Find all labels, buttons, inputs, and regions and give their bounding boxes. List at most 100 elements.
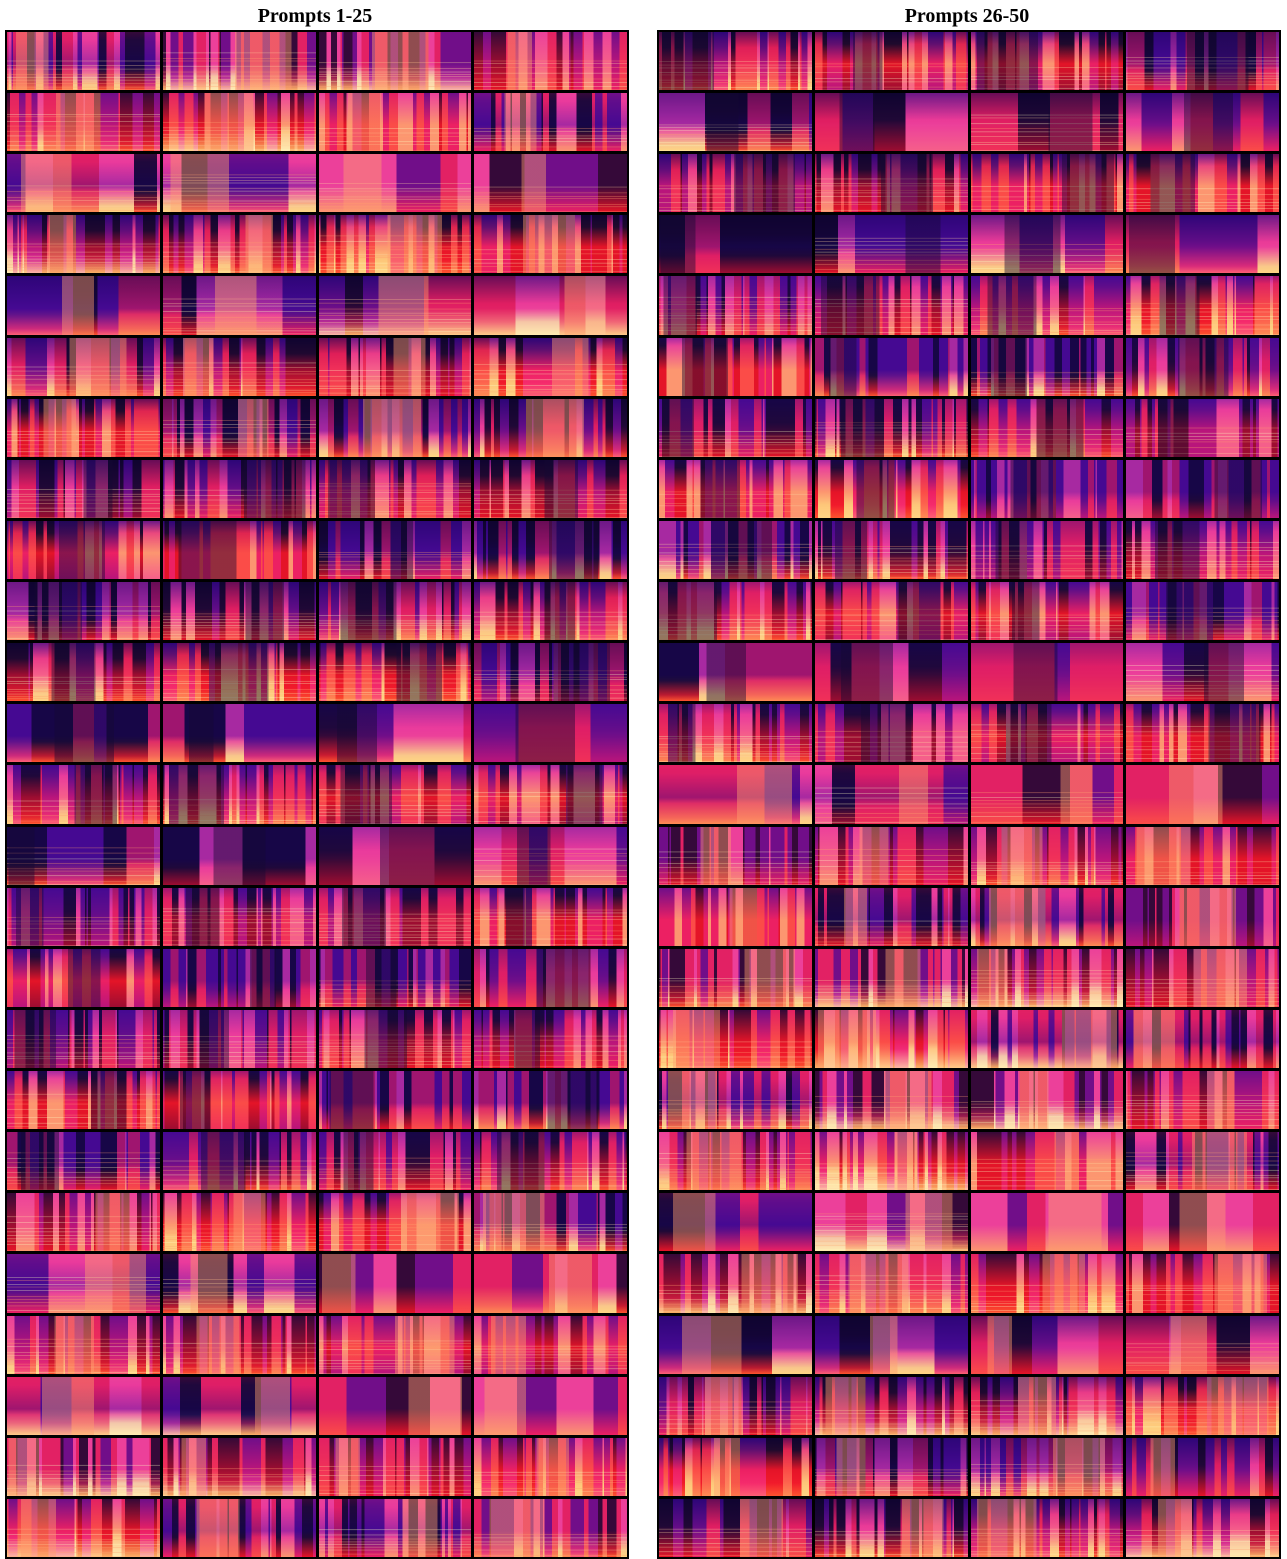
spectrogram-grid-right <box>657 30 1281 1559</box>
spectrogram-thumbnail <box>659 1254 812 1313</box>
spectrogram-thumbnail <box>474 398 627 457</box>
spectrogram-thumbnail <box>1126 1376 1279 1435</box>
spectrogram-thumbnail <box>659 1315 812 1374</box>
spectrogram-thumbnail <box>970 154 1124 213</box>
spectrogram-thumbnail <box>474 1254 627 1313</box>
spectrogram-thumbnail <box>7 32 160 91</box>
spectrogram-thumbnail <box>474 1009 627 1069</box>
spectrogram-thumbnail <box>1126 337 1279 396</box>
spectrogram-thumbnail <box>162 276 316 335</box>
spectrogram-thumbnail <box>1126 215 1279 274</box>
spectrogram-thumbnail <box>659 643 812 702</box>
spectrogram-thumbnail <box>659 398 812 457</box>
spectrogram-thumbnail <box>474 1437 627 1496</box>
spectrogram-thumbnail <box>7 1254 160 1313</box>
spectrogram-thumbnail <box>162 1009 316 1069</box>
spectrogram-thumbnail <box>814 704 968 763</box>
spectrogram-thumbnail <box>814 1009 968 1069</box>
spectrogram-thumbnail <box>814 582 968 641</box>
spectrogram-thumbnail <box>162 1254 316 1313</box>
spectrogram-thumbnail <box>970 32 1124 91</box>
spectrogram-thumbnail <box>814 154 968 213</box>
spectrogram-thumbnail <box>659 154 812 213</box>
spectrogram-thumbnail <box>970 398 1124 457</box>
spectrogram-thumbnail <box>7 276 160 335</box>
spectrogram-thumbnail <box>659 1071 812 1130</box>
spectrogram-thumbnail <box>7 1437 160 1496</box>
spectrogram-thumbnail <box>814 1254 968 1313</box>
spectrogram-thumbnail <box>162 704 316 763</box>
spectrogram-thumbnail <box>814 1315 968 1374</box>
spectrogram-thumbnail <box>970 582 1124 641</box>
spectrogram-thumbnail <box>7 459 160 518</box>
spectrogram-thumbnail <box>474 1193 627 1252</box>
spectrogram-thumbnail <box>970 1498 1124 1557</box>
spectrogram-thumbnail <box>7 398 160 457</box>
spectrogram-thumbnail <box>814 337 968 396</box>
spectrogram-thumbnail <box>474 582 627 641</box>
spectrogram-thumbnail <box>162 1315 316 1374</box>
spectrogram-thumbnail <box>659 1132 812 1191</box>
spectrogram-thumbnail <box>659 826 812 885</box>
spectrogram-thumbnail <box>474 459 627 518</box>
spectrogram-thumbnail <box>970 1437 1124 1496</box>
spectrogram-thumbnail <box>318 887 472 946</box>
spectrogram-thumbnail <box>162 643 316 702</box>
spectrogram-thumbnail <box>970 643 1124 702</box>
spectrogram-thumbnail <box>659 704 812 763</box>
spectrogram-thumbnail <box>970 887 1124 946</box>
spectrogram-thumbnail <box>474 765 627 824</box>
spectrogram-thumbnail <box>162 1132 316 1191</box>
spectrogram-thumbnail <box>474 276 627 335</box>
spectrogram-thumbnail <box>659 765 812 824</box>
spectrogram-thumbnail <box>162 948 316 1007</box>
spectrogram-thumbnail <box>970 520 1124 580</box>
spectrogram-thumbnail <box>474 1132 627 1191</box>
spectrogram-thumbnail <box>7 520 160 580</box>
spectrogram-thumbnail <box>1126 276 1279 335</box>
spectrogram-thumbnail <box>970 1071 1124 1130</box>
spectrogram-thumbnail <box>474 32 627 91</box>
spectrogram-thumbnail <box>659 337 812 396</box>
spectrogram-thumbnail <box>814 1071 968 1130</box>
spectrogram-thumbnail <box>814 826 968 885</box>
spectrogram-thumbnail <box>474 337 627 396</box>
spectrogram-thumbnail <box>162 93 316 152</box>
spectrogram-thumbnail <box>318 1437 472 1496</box>
spectrogram-thumbnail <box>474 1315 627 1374</box>
spectrogram-thumbnail <box>318 948 472 1007</box>
spectrogram-thumbnail <box>318 154 472 213</box>
spectrogram-thumbnail <box>1126 643 1279 702</box>
spectrogram-thumbnail <box>814 643 968 702</box>
spectrogram-thumbnail <box>970 93 1124 152</box>
spectrogram-thumbnail <box>659 459 812 518</box>
spectrogram-thumbnail <box>1126 826 1279 885</box>
spectrogram-thumbnail <box>7 704 160 763</box>
spectrogram-thumbnail <box>7 1193 160 1252</box>
spectrogram-thumbnail <box>970 459 1124 518</box>
spectrogram-thumbnail <box>814 1193 968 1252</box>
spectrogram-thumbnail <box>318 459 472 518</box>
spectrogram-thumbnail <box>162 215 316 274</box>
spectrogram-thumbnail <box>318 765 472 824</box>
spectrogram-thumbnail <box>1126 887 1279 946</box>
spectrogram-thumbnail <box>318 704 472 763</box>
spectrogram-thumbnail <box>162 459 316 518</box>
spectrogram-thumbnail <box>659 1193 812 1252</box>
spectrogram-thumbnail <box>318 582 472 641</box>
spectrogram-thumbnail <box>7 1315 160 1374</box>
spectrogram-thumbnail <box>162 32 316 91</box>
spectrogram-thumbnail <box>659 276 812 335</box>
spectrogram-thumbnail <box>474 1071 627 1130</box>
spectrogram-thumbnail <box>318 215 472 274</box>
spectrogram-thumbnail <box>814 459 968 518</box>
spectrogram-thumbnail <box>7 643 160 702</box>
spectrogram-thumbnail <box>318 1376 472 1435</box>
spectrogram-thumbnail <box>659 948 812 1007</box>
spectrogram-thumbnail <box>814 1132 968 1191</box>
spectrogram-thumbnail <box>162 337 316 396</box>
spectrogram-thumbnail <box>318 1132 472 1191</box>
spectrogram-thumbnail <box>318 32 472 91</box>
spectrogram-thumbnail <box>814 948 968 1007</box>
spectrogram-thumbnail <box>7 765 160 824</box>
